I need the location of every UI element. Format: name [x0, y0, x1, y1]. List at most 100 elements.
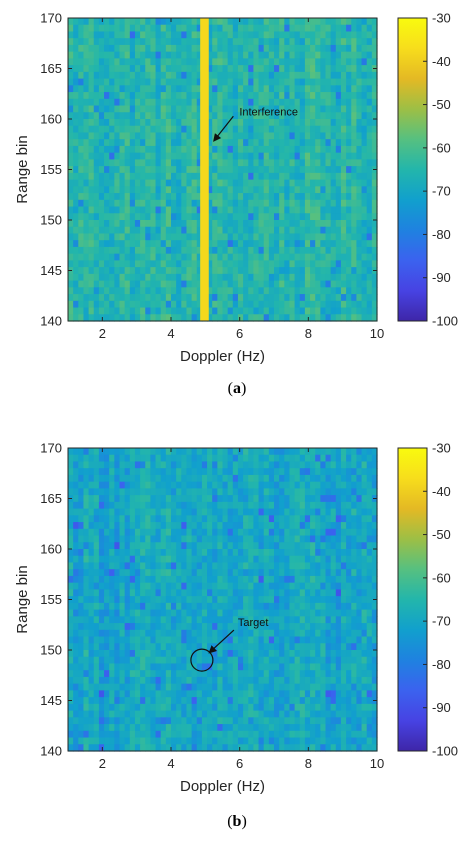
heatmap-cell	[274, 569, 280, 577]
heatmap-cell	[335, 199, 342, 208]
heatmap-cell	[207, 139, 213, 147]
heatmap-cell	[351, 125, 357, 134]
heatmap-cell	[134, 119, 141, 127]
heatmap-cell	[232, 24, 239, 33]
heatmap-cell	[140, 166, 146, 174]
heatmap-cell	[232, 602, 239, 611]
heatmap-cell	[207, 448, 213, 456]
heatmap-cell	[88, 643, 95, 651]
heatmap-cell	[356, 562, 363, 570]
heatmap-cell	[181, 44, 188, 53]
heatmap-cell	[140, 199, 146, 208]
heatmap-cell	[237, 643, 244, 651]
heatmap-cell	[232, 542, 239, 550]
heatmap-cell	[165, 246, 172, 255]
heatmap-cell	[310, 474, 316, 483]
heatmap-cell	[330, 448, 337, 456]
heatmap-cell	[361, 152, 368, 160]
heatmap-cell	[140, 246, 146, 255]
heatmap-cell	[196, 294, 203, 302]
heatmap-cell	[150, 629, 157, 638]
heatmap-cell	[279, 24, 285, 33]
heatmap-cell	[361, 199, 368, 208]
heatmap-cell	[98, 92, 105, 100]
heatmap-cell	[217, 166, 224, 174]
heatmap-cell	[366, 24, 373, 33]
heatmap-cell	[258, 287, 265, 295]
heatmap-cell	[78, 287, 85, 295]
heatmap-cell	[119, 260, 126, 268]
heatmap-cell	[289, 663, 296, 671]
heatmap-cell	[78, 616, 85, 624]
heatmap-cell	[98, 240, 105, 248]
heatmap-cell	[315, 300, 321, 309]
heatmap-cell	[145, 629, 151, 638]
heatmap-cell	[88, 663, 95, 671]
heatmap-cell	[237, 582, 244, 590]
heatmap-cell	[299, 44, 306, 53]
heatmap-cell	[232, 650, 239, 658]
heatmap-cell	[361, 85, 368, 93]
heatmap-cell	[150, 85, 157, 93]
heatmap-cell	[243, 38, 249, 46]
heatmap-cell	[212, 690, 218, 698]
heatmap-cell	[155, 314, 162, 322]
heatmap-cell	[217, 501, 224, 510]
heatmap-cell	[186, 166, 193, 174]
heatmap-cell	[73, 51, 79, 59]
heatmap-cell	[196, 226, 203, 235]
heatmap-cell	[330, 663, 337, 671]
heatmap-cell	[68, 481, 74, 489]
heatmap-cell	[181, 656, 188, 665]
heatmap-cell	[315, 220, 321, 228]
heatmap-cell	[361, 226, 368, 235]
heatmap-cell	[222, 166, 229, 174]
heatmap-cell	[320, 18, 327, 26]
heatmap-cell	[248, 515, 254, 523]
heatmap-cell	[227, 609, 234, 617]
heatmap-cell	[98, 145, 105, 154]
heatmap-cell	[98, 314, 105, 322]
heatmap-cell	[98, 246, 105, 255]
heatmap-cell	[243, 623, 249, 631]
heatmap-cell	[171, 481, 177, 489]
heatmap-cell	[98, 65, 105, 73]
heatmap-cell	[191, 51, 198, 59]
heatmap-cell	[320, 273, 327, 282]
heatmap-cell	[114, 314, 121, 322]
heatmap-cell	[186, 670, 193, 678]
heatmap-cell	[196, 98, 203, 107]
heatmap-cell	[129, 199, 136, 208]
heatmap-cell	[237, 246, 244, 255]
heatmap-cell	[263, 65, 270, 73]
heatmap-cell	[165, 609, 172, 617]
heatmap-cell	[268, 636, 275, 644]
heatmap-cell	[176, 31, 182, 39]
heatmap-cell	[186, 132, 193, 140]
heatmap-cell	[253, 65, 260, 73]
heatmap-cell	[145, 515, 151, 523]
heatmap-cell	[320, 501, 327, 510]
heatmap-cell	[88, 193, 95, 201]
heatmap-cell	[366, 253, 373, 261]
heatmap-cell	[186, 528, 193, 537]
heatmap-cell	[83, 569, 90, 577]
heatmap-cell	[186, 474, 193, 483]
heatmap-cell	[217, 233, 224, 241]
heatmap-cell	[340, 98, 347, 107]
heatmap-cell	[191, 152, 198, 160]
heatmap-cell	[88, 18, 95, 26]
heatmap-cell	[294, 474, 301, 483]
heatmap-cell	[145, 569, 151, 577]
heatmap-cell	[124, 51, 131, 59]
heatmap-cell	[227, 569, 234, 577]
heatmap-cell	[268, 575, 275, 584]
heatmap-cell	[160, 481, 167, 489]
heatmap-cell	[346, 280, 352, 288]
heatmap-cell	[299, 31, 306, 39]
heatmap-cell	[222, 616, 229, 624]
heatmap-cell	[145, 31, 151, 39]
heatmap-cell	[114, 663, 121, 671]
heatmap-cell	[217, 112, 224, 120]
heatmap-cell	[289, 602, 296, 611]
